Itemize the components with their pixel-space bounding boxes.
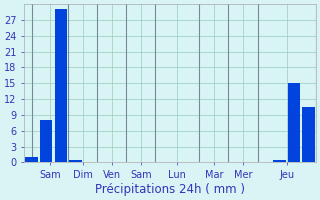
Bar xyxy=(69,160,82,162)
Bar xyxy=(288,83,300,162)
X-axis label: Précipitations 24h ( mm ): Précipitations 24h ( mm ) xyxy=(95,183,245,196)
Bar xyxy=(54,9,67,162)
Bar xyxy=(40,120,52,162)
Bar xyxy=(302,107,315,162)
Bar xyxy=(273,160,285,162)
Bar xyxy=(25,157,38,162)
